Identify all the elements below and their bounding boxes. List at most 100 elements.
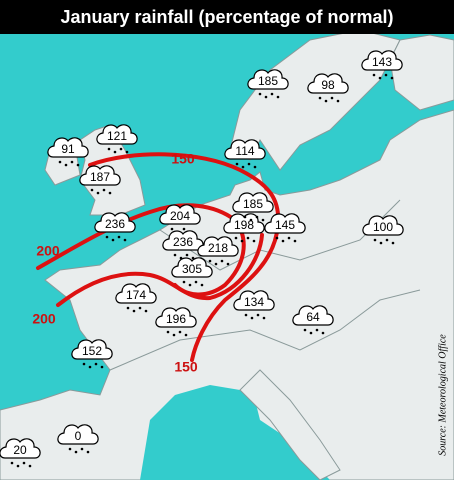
raindrop <box>235 162 239 166</box>
raindrop <box>82 362 86 366</box>
station-value: 145 <box>275 218 295 232</box>
cloud <box>115 283 157 304</box>
cloud <box>71 339 113 360</box>
cloud <box>79 165 121 186</box>
raindrop <box>102 188 106 192</box>
raindrop <box>385 238 389 242</box>
isoline-label: 150 <box>171 151 195 167</box>
raindrop <box>293 239 297 243</box>
station: 185 <box>232 192 274 222</box>
station: 100 <box>362 215 404 245</box>
station-value: 174 <box>126 288 146 302</box>
cloud <box>57 424 99 445</box>
station: 0 <box>57 424 99 454</box>
raindrop <box>117 235 121 239</box>
station-value: 198 <box>234 218 254 232</box>
italy <box>239 369 341 480</box>
raindrop <box>70 160 74 164</box>
raindrop <box>28 464 32 468</box>
raindrop <box>309 331 313 335</box>
station-value: 121 <box>107 129 127 143</box>
cloud <box>94 212 136 233</box>
raindrop <box>166 330 170 334</box>
raindrop <box>188 283 192 287</box>
station: 187 <box>79 165 121 195</box>
raindrop <box>123 238 127 242</box>
raindrop <box>132 309 136 313</box>
raindrop <box>244 313 248 317</box>
station-value: 185 <box>243 197 263 211</box>
raindrop <box>262 316 266 320</box>
raindrop <box>241 165 245 169</box>
raindrop <box>58 160 62 164</box>
station-value: 218 <box>208 241 228 255</box>
isoline-label: 150 <box>174 359 198 375</box>
cloud <box>0 438 41 459</box>
raindrop <box>240 239 244 243</box>
station: 91 <box>47 137 89 167</box>
station-value: 185 <box>258 74 278 88</box>
station: 305 <box>171 257 213 287</box>
raindrop <box>214 262 218 266</box>
station-value: 305 <box>182 262 202 276</box>
raindrop <box>108 191 112 195</box>
mediterranean <box>140 385 330 480</box>
raindrop <box>194 280 198 284</box>
raindrop <box>90 188 94 192</box>
raindrop <box>125 150 129 154</box>
raindrop <box>318 96 322 100</box>
station-value: 236 <box>105 217 125 231</box>
station: 134 <box>233 290 275 320</box>
station: 185 <box>247 69 289 99</box>
title: January rainfall (percentage of normal) <box>60 7 393 27</box>
cloud <box>197 236 239 257</box>
raindrop <box>107 147 111 151</box>
raindrop <box>264 95 268 99</box>
station-value: 204 <box>170 209 190 223</box>
station-value: 20 <box>13 443 27 457</box>
raindrop <box>64 163 68 167</box>
land <box>0 29 454 480</box>
raindrop <box>261 218 265 222</box>
station: 64 <box>292 305 334 335</box>
raindrop <box>336 99 340 103</box>
station: 198 <box>223 213 265 243</box>
raindrop <box>390 76 394 80</box>
cloud <box>233 290 275 311</box>
raindrop <box>10 461 14 465</box>
raindrop <box>287 236 291 240</box>
raindrop <box>249 218 253 222</box>
station: 174 <box>115 283 157 313</box>
station: 236 <box>94 212 136 242</box>
raindrop <box>74 450 78 454</box>
station-value: 114 <box>235 144 254 158</box>
cloud <box>155 307 197 328</box>
station-value: 196 <box>166 312 186 326</box>
cloud <box>162 230 204 251</box>
raindrop <box>126 306 130 310</box>
cloud <box>264 213 306 234</box>
raindrop <box>185 253 189 257</box>
raindrop <box>80 447 84 451</box>
station-value: 187 <box>90 170 110 184</box>
raindrop <box>270 92 274 96</box>
raindrop <box>258 92 262 96</box>
station-value: 0 <box>75 429 82 443</box>
cloud <box>47 137 89 158</box>
raindrop <box>96 191 100 195</box>
raindrop <box>226 262 230 266</box>
raindrop <box>86 450 90 454</box>
raindrop <box>378 76 382 80</box>
station-value: 100 <box>373 220 393 234</box>
cloud <box>362 215 404 236</box>
raindrop <box>372 73 376 77</box>
raindrop <box>220 259 224 263</box>
raindrop <box>379 241 383 245</box>
raindrop <box>170 227 174 231</box>
cloud <box>247 69 289 90</box>
cloud <box>96 124 138 145</box>
raindrop <box>303 328 307 332</box>
cloud <box>159 204 201 225</box>
raindrop <box>200 283 204 287</box>
isoline-label: 200 <box>32 311 56 327</box>
